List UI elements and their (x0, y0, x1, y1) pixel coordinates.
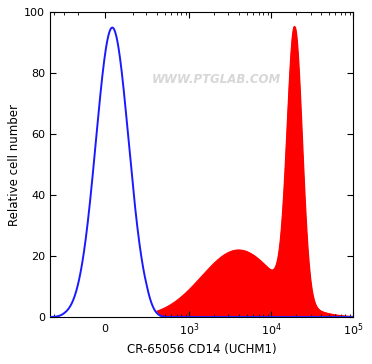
Y-axis label: Relative cell number: Relative cell number (8, 104, 21, 226)
X-axis label: CR-65056 CD14 (UCHM1): CR-65056 CD14 (UCHM1) (127, 343, 276, 356)
Text: WWW.PTGLAB.COM: WWW.PTGLAB.COM (152, 73, 282, 86)
